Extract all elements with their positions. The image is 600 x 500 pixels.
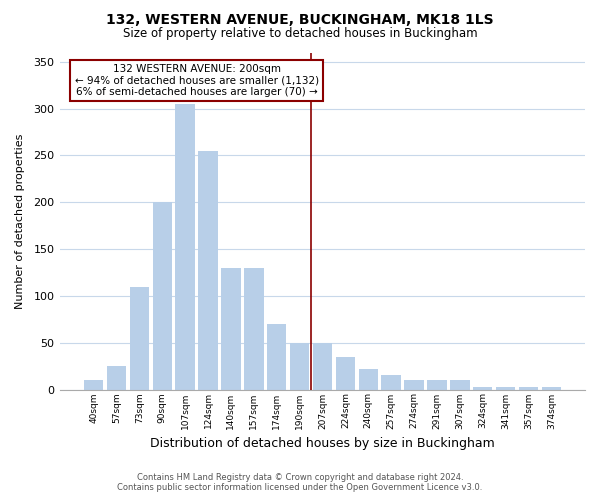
Bar <box>313 342 332 390</box>
Bar <box>335 356 355 390</box>
X-axis label: Distribution of detached houses by size in Buckingham: Distribution of detached houses by size … <box>150 437 495 450</box>
Text: 132 WESTERN AVENUE: 200sqm
← 94% of detached houses are smaller (1,132)
6% of se: 132 WESTERN AVENUE: 200sqm ← 94% of deta… <box>74 64 319 97</box>
Bar <box>130 286 149 390</box>
Bar <box>107 366 126 390</box>
Bar <box>427 380 446 390</box>
Bar <box>496 386 515 390</box>
Y-axis label: Number of detached properties: Number of detached properties <box>15 134 25 308</box>
Bar <box>473 386 493 390</box>
Bar <box>542 386 561 390</box>
Bar <box>290 342 310 390</box>
Bar <box>175 104 195 390</box>
Bar <box>244 268 263 390</box>
Bar <box>199 151 218 390</box>
Bar <box>84 380 103 390</box>
Bar <box>450 380 470 390</box>
Bar <box>221 268 241 390</box>
Bar <box>359 369 378 390</box>
Text: 132, WESTERN AVENUE, BUCKINGHAM, MK18 1LS: 132, WESTERN AVENUE, BUCKINGHAM, MK18 1L… <box>106 12 494 26</box>
Bar <box>519 386 538 390</box>
Text: Contains HM Land Registry data © Crown copyright and database right 2024.
Contai: Contains HM Land Registry data © Crown c… <box>118 473 482 492</box>
Text: Size of property relative to detached houses in Buckingham: Size of property relative to detached ho… <box>122 28 478 40</box>
Bar <box>152 202 172 390</box>
Bar <box>267 324 286 390</box>
Bar <box>404 380 424 390</box>
Bar <box>382 376 401 390</box>
